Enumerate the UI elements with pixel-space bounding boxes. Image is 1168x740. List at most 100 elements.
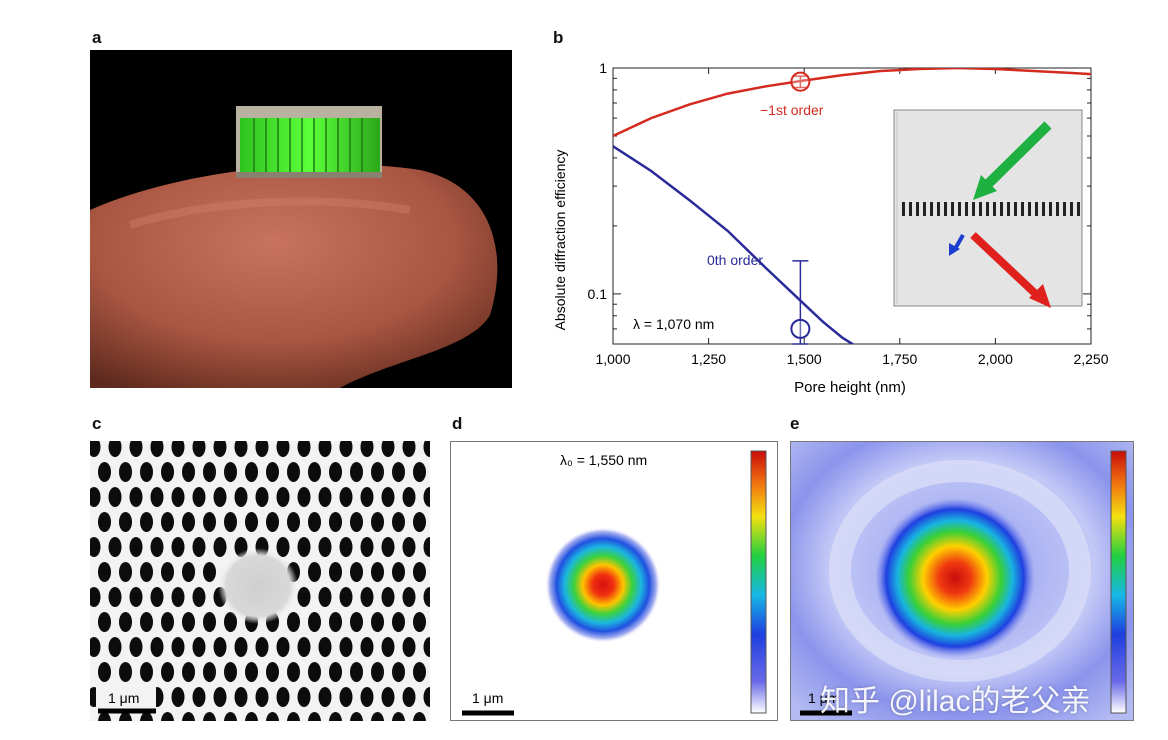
sem-pore xyxy=(308,662,321,682)
sem-pore xyxy=(98,512,111,532)
sem-pore xyxy=(413,462,426,482)
sem-pore xyxy=(392,462,405,482)
grating-line xyxy=(923,202,926,216)
sem-pore xyxy=(308,562,321,582)
sem-pore xyxy=(392,512,405,532)
sem-pore xyxy=(87,437,101,457)
sem-pore xyxy=(224,512,237,532)
grating-line xyxy=(1049,202,1052,216)
sem-pore xyxy=(234,687,248,707)
scalebar-c-label: 1 μm xyxy=(108,690,139,706)
grating-line xyxy=(1056,202,1059,216)
sem-pore xyxy=(161,662,174,682)
sem-pore xyxy=(402,587,416,607)
grating-line xyxy=(972,202,975,216)
x-tick-label: 2,000 xyxy=(978,351,1013,367)
grating-line xyxy=(1007,202,1010,216)
grating-line xyxy=(1042,202,1045,216)
inset-grating-illustration xyxy=(893,109,1083,308)
x-axis-label: Pore height (nm) xyxy=(794,379,906,396)
sem-pore xyxy=(203,562,216,582)
sem-pore xyxy=(213,687,227,707)
sem-pore xyxy=(182,612,195,632)
sem-pore xyxy=(171,437,185,457)
grating-line xyxy=(1063,202,1066,216)
series-line-1 xyxy=(613,145,855,344)
sem-pore xyxy=(171,537,185,557)
efficiency-chart: 1,000 1,250 1,500 1,750 2,000 2,250 0.1 1 Absol… xyxy=(545,50,1125,405)
y-axis-label: Absolute diffraction efficiency xyxy=(552,150,568,331)
sem-pore xyxy=(129,437,143,457)
sem-pore xyxy=(402,537,416,557)
sem-pore xyxy=(140,612,153,632)
sem-pore xyxy=(129,537,143,557)
sem-pore xyxy=(350,562,363,582)
grating-line xyxy=(1035,202,1038,216)
sem-pore xyxy=(350,462,363,482)
sem-pore xyxy=(245,462,258,482)
sem-pore xyxy=(360,687,374,707)
sem-pore xyxy=(360,437,374,457)
sem-pore xyxy=(213,487,227,507)
sem-pore xyxy=(87,487,101,507)
sem-pore xyxy=(266,462,279,482)
grating-line xyxy=(1021,202,1024,216)
grating-line xyxy=(909,202,912,216)
sem-pore xyxy=(213,537,227,557)
sem-pore xyxy=(98,612,111,632)
sem-pore xyxy=(339,437,353,457)
sem-pore xyxy=(87,587,101,607)
sem-pore xyxy=(224,462,237,482)
sem-pore xyxy=(297,637,311,657)
zero-order-arrow xyxy=(953,234,965,250)
sem-pore xyxy=(171,637,185,657)
sem-pore xyxy=(192,687,206,707)
sem-pore xyxy=(234,437,248,457)
series-label-minus1: −1st order xyxy=(760,102,824,118)
sem-pore xyxy=(329,512,342,532)
sem-pore xyxy=(392,562,405,582)
sem-pore xyxy=(192,537,206,557)
sem-pore xyxy=(182,562,195,582)
sem-pore xyxy=(350,612,363,632)
sem-pore xyxy=(255,687,269,707)
series-line-0 xyxy=(613,68,1091,138)
sem-pore xyxy=(213,437,227,457)
sem-pore xyxy=(318,587,332,607)
grating-line xyxy=(986,202,989,216)
grating-line xyxy=(916,202,919,216)
sem-pore xyxy=(203,662,216,682)
data-point xyxy=(790,71,811,92)
sem-pore xyxy=(329,662,342,682)
sem-pore xyxy=(402,487,416,507)
sem-pore xyxy=(276,487,290,507)
mode-profile-d xyxy=(545,527,661,643)
series-label-0th: 0th order xyxy=(707,252,763,268)
sem-pore xyxy=(318,687,332,707)
sem-pore xyxy=(266,662,279,682)
sem-pore xyxy=(150,637,164,657)
sem-pore xyxy=(98,662,111,682)
sem-pore xyxy=(192,487,206,507)
sem-pore xyxy=(171,487,185,507)
sem-pore xyxy=(140,512,153,532)
grating-line xyxy=(979,202,982,216)
sem-pore xyxy=(360,487,374,507)
x-tick-label: 1,500 xyxy=(787,351,822,367)
sem-pore xyxy=(182,462,195,482)
wavelength-annotation: λ = 1,070 nm xyxy=(633,316,714,332)
x-tick-label: 1,750 xyxy=(882,351,917,367)
sem-pore xyxy=(182,512,195,532)
measured-mode-panel: 1 μm xyxy=(790,441,1134,721)
sem-pore xyxy=(371,612,384,632)
sem-pore xyxy=(297,687,311,707)
sem-pore xyxy=(119,562,132,582)
sem-pore xyxy=(276,637,290,657)
sem-pore xyxy=(129,587,143,607)
grating-line xyxy=(1077,202,1080,216)
scalebar-d-label: 1 μm xyxy=(472,690,503,706)
sem-pore xyxy=(381,487,395,507)
sem-pore xyxy=(140,562,153,582)
sem-pore xyxy=(329,612,342,632)
sem-pore xyxy=(213,637,227,657)
